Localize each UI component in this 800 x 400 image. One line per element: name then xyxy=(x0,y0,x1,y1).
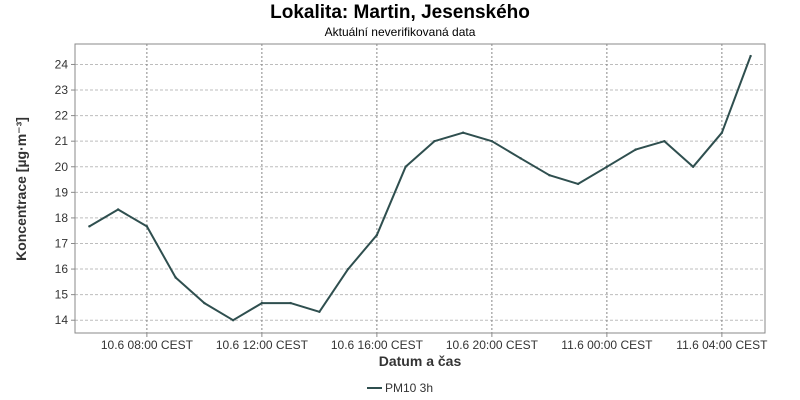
chart-subtitle: Aktuální neverifikovaná data xyxy=(325,25,476,39)
y-tick-label: 16 xyxy=(55,262,69,276)
x-tick-label: 10.6 12:00 CEST xyxy=(216,338,309,352)
plot-area xyxy=(74,43,766,334)
data-point xyxy=(260,301,264,305)
data-point xyxy=(605,165,609,168)
data-point xyxy=(88,225,91,228)
data-point xyxy=(375,233,379,237)
data-point xyxy=(145,225,149,228)
data-point xyxy=(461,131,465,134)
y-tick-label: 17 xyxy=(55,236,69,250)
data-point xyxy=(634,148,637,151)
y-tick-label: 23 xyxy=(55,83,69,97)
chart-title: Lokalita: Martin, Jesenského xyxy=(270,2,530,23)
y-tick-label: 19 xyxy=(55,185,69,199)
x-tick-label: 10.6 16:00 CEST xyxy=(331,338,424,352)
data-point xyxy=(203,301,206,305)
x-tick-label: 10.6 08:00 CEST xyxy=(101,338,194,352)
data-point xyxy=(663,139,666,143)
data-point xyxy=(346,267,350,271)
data-point xyxy=(490,139,494,143)
x-tick-label: 11.6 00:00 CEST xyxy=(561,338,653,352)
y-tick-label: 15 xyxy=(55,288,69,302)
data-point xyxy=(289,301,292,305)
data-point xyxy=(749,54,752,58)
grid xyxy=(75,44,765,333)
data-point xyxy=(231,319,235,322)
y-tick-label: 14 xyxy=(55,313,69,327)
y-tick-label: 22 xyxy=(55,109,69,123)
x-tick-label: 11.6 04:00 CEST xyxy=(676,338,768,352)
data-point xyxy=(116,208,120,211)
data-point xyxy=(404,165,407,168)
series-line-pm10 xyxy=(88,55,752,322)
data-point xyxy=(691,165,695,168)
series xyxy=(88,54,752,322)
y-tick-label: 18 xyxy=(55,211,69,225)
data-point xyxy=(548,174,551,177)
y-tick-label: 20 xyxy=(55,160,69,174)
x-axis: 10.6 08:00 CEST 10.6 12:00 CEST 10.6 16:00… xyxy=(101,333,768,352)
y-tick-label: 24 xyxy=(55,57,69,71)
data-point xyxy=(576,182,580,186)
legend-label: PM10 3h xyxy=(385,381,433,395)
data-point xyxy=(433,139,436,143)
legend: PM10 3h xyxy=(367,381,433,395)
x-axis-title: Datum a čas xyxy=(379,353,462,369)
y-axis-title: Koncentrace [µg·m⁻³] xyxy=(13,117,29,261)
data-point xyxy=(318,310,321,313)
data-point xyxy=(519,157,522,160)
x-tick-label: 10.6 20:00 CEST xyxy=(446,338,539,352)
y-axis: 14 15 16 17 18 19 20 21 22 23 24 xyxy=(55,57,75,327)
data-point xyxy=(720,131,724,134)
y-tick-label: 21 xyxy=(55,134,69,148)
data-point xyxy=(174,276,177,279)
